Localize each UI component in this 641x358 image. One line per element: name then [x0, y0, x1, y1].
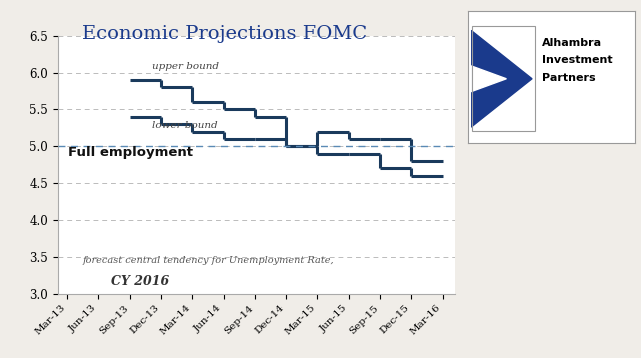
Text: Partners: Partners	[542, 73, 595, 83]
Text: lower bound: lower bound	[151, 121, 217, 130]
Polygon shape	[471, 66, 506, 92]
Polygon shape	[503, 30, 532, 57]
Text: CY 2016: CY 2016	[111, 275, 169, 288]
Text: Alhambra: Alhambra	[542, 38, 602, 48]
Text: Full employment: Full employment	[68, 146, 193, 159]
Text: Investment: Investment	[542, 55, 612, 66]
Polygon shape	[471, 30, 532, 127]
Polygon shape	[503, 100, 532, 127]
Text: upper bound: upper bound	[151, 62, 219, 71]
Text: Economic Projections FOMC: Economic Projections FOMC	[82, 25, 367, 43]
Text: forecast central tendency for Unemployment Rate,: forecast central tendency for Unemployme…	[83, 256, 335, 265]
